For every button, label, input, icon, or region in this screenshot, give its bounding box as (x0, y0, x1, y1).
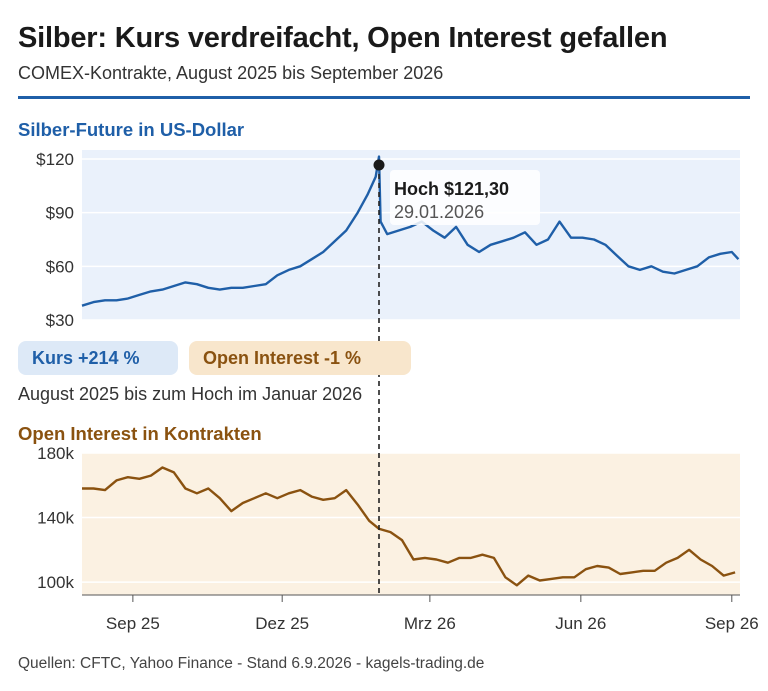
x-tick-label: Sep 25 (106, 614, 160, 633)
oi-plot-background (82, 453, 740, 595)
price-y-tick-label: $60 (46, 257, 74, 276)
oi-series-line (82, 466, 736, 587)
peak-value-label: Hoch $121,30 (394, 179, 509, 199)
oi-y-tick-label: 100k (37, 573, 74, 592)
chart-title: Silber: Kurs verdreifacht, Open Interest… (18, 22, 668, 54)
price-y-tick-label: $30 (46, 311, 74, 330)
x-tick-label: Dez 25 (255, 614, 309, 633)
chart-subtitle: COMEX-Kontrakte, August 2025 bis Septemb… (18, 63, 444, 83)
oi-y-tick-label: 140k (37, 509, 74, 528)
title-divider (18, 96, 750, 99)
x-tick-label: Jun 26 (555, 614, 606, 633)
peak-marker (373, 159, 385, 171)
period-note: August 2025 bis zum Hoch im Januar 2026 (18, 384, 363, 404)
price-panel-title: Silber-Future in US-Dollar (18, 119, 245, 140)
price-y-tick-label: $120 (36, 150, 74, 169)
price-series-line (81, 155, 740, 307)
x-tick-label: Sep 26 (705, 614, 759, 633)
open-interest-change-badge: Open Interest -1 % (189, 341, 411, 375)
kurs-change-badge: Kurs +214 % (18, 341, 178, 375)
source-note: Quellen: CFTC, Yahoo Finance - Stand 6.9… (18, 655, 485, 672)
peak-date-label: 29.01.2026 (394, 202, 484, 222)
price-y-tick-label: $90 (46, 204, 74, 223)
x-tick-label: Mrz 26 (404, 614, 456, 633)
open-interest-panel-title: Open Interest in Kontrakten (18, 423, 262, 444)
oi-y-tick-label: 180k (37, 444, 74, 463)
peak-label-background (390, 170, 541, 225)
